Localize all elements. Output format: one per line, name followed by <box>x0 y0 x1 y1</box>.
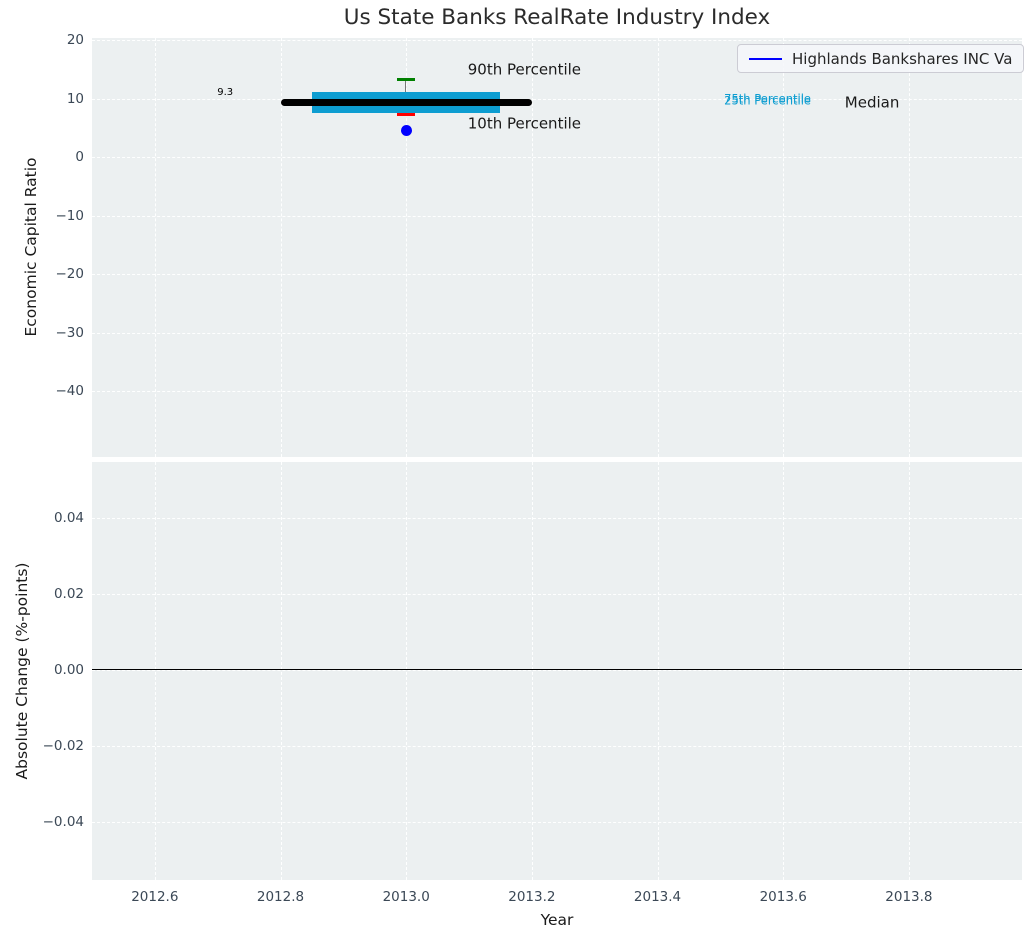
y-tick-label: −40 <box>55 383 85 400</box>
annotation-90th-percentile: 90th Percentile <box>467 60 582 79</box>
legend-line-swatch <box>749 57 782 60</box>
gridline-vertical <box>783 462 785 880</box>
y-tick-label: 0.00 <box>53 661 84 678</box>
p90-whisker-cap <box>397 77 416 81</box>
gridline-horizontal <box>92 98 1022 100</box>
gridline-vertical <box>657 462 659 880</box>
gridline-horizontal <box>92 745 1022 747</box>
gridline-vertical <box>908 462 910 880</box>
gridline-vertical <box>908 38 910 457</box>
gridline-vertical <box>783 38 785 457</box>
gridline-horizontal <box>92 391 1022 393</box>
zero-reference-line <box>92 669 1022 671</box>
y-tick-label: −20 <box>55 266 85 283</box>
legend-label: Highlands Bankshares INC Va <box>792 49 1013 68</box>
x-axis-label: Year <box>540 911 574 929</box>
gridline-vertical <box>531 462 533 880</box>
y-tick-label: 10 <box>66 90 84 107</box>
gridline-vertical <box>154 38 156 457</box>
chart-title: Us State Banks RealRate Industry Index <box>343 5 771 30</box>
x-tick-label: 2013.6 <box>759 889 807 905</box>
legend: Highlands Bankshares INC Va <box>737 44 1025 73</box>
gridline-horizontal <box>92 274 1022 276</box>
y-tick-label: −0.04 <box>42 813 84 830</box>
x-tick-label: 2013.8 <box>885 889 933 905</box>
gridline-horizontal <box>92 157 1022 159</box>
annotation-25th-percentile: 25th Percentile <box>724 93 811 108</box>
gridline-horizontal <box>92 215 1022 217</box>
gridline-horizontal <box>92 593 1022 595</box>
x-tick-label: 2013.2 <box>508 889 556 905</box>
gridline-horizontal <box>92 39 1022 41</box>
gridline-horizontal <box>92 821 1022 823</box>
median-line <box>280 99 532 107</box>
y-tick-label: 0 <box>75 149 84 166</box>
axes-bottom-absolute-change <box>92 462 1022 880</box>
gridline-vertical <box>154 462 156 880</box>
y-tick-label: 0.04 <box>53 509 84 526</box>
x-tick-label: 2012.6 <box>131 889 179 905</box>
x-tick-label: 2013.4 <box>633 889 682 905</box>
gridline-horizontal <box>92 332 1022 334</box>
annotation-median: Median <box>844 93 900 112</box>
y-axis-label-top: Economic Capital Ratio <box>22 157 40 337</box>
gridline-vertical <box>406 38 408 457</box>
gridline-horizontal <box>92 669 1022 671</box>
gridline-vertical <box>531 38 533 457</box>
gridline-horizontal <box>92 517 1022 519</box>
y-tick-label: 20 <box>66 31 84 48</box>
annotation-10th-percentile: 10th Percentile <box>467 114 582 133</box>
y-tick-label: 0.02 <box>53 585 84 602</box>
x-tick-label: 2012.8 <box>256 889 305 905</box>
gridline-vertical <box>280 38 282 457</box>
gridline-vertical <box>406 462 408 880</box>
gridline-vertical <box>657 38 659 457</box>
x-tick-label: 2013.0 <box>382 889 430 905</box>
p10-whisker-cap <box>397 113 416 117</box>
axes-top-economic-capital-ratio: 9.3 90th Percentile 10th Percentile 75th Pe… <box>92 38 1022 457</box>
y-tick-label: −30 <box>55 324 85 341</box>
annotation-9.3: 9.3 <box>217 87 234 99</box>
gridline-vertical <box>280 462 282 880</box>
annotation-75th-percentile: 75th Percentile <box>724 90 811 105</box>
y-tick-label: −10 <box>55 207 85 224</box>
company-value-dot <box>400 125 412 137</box>
y-tick-label: −0.02 <box>42 737 84 754</box>
